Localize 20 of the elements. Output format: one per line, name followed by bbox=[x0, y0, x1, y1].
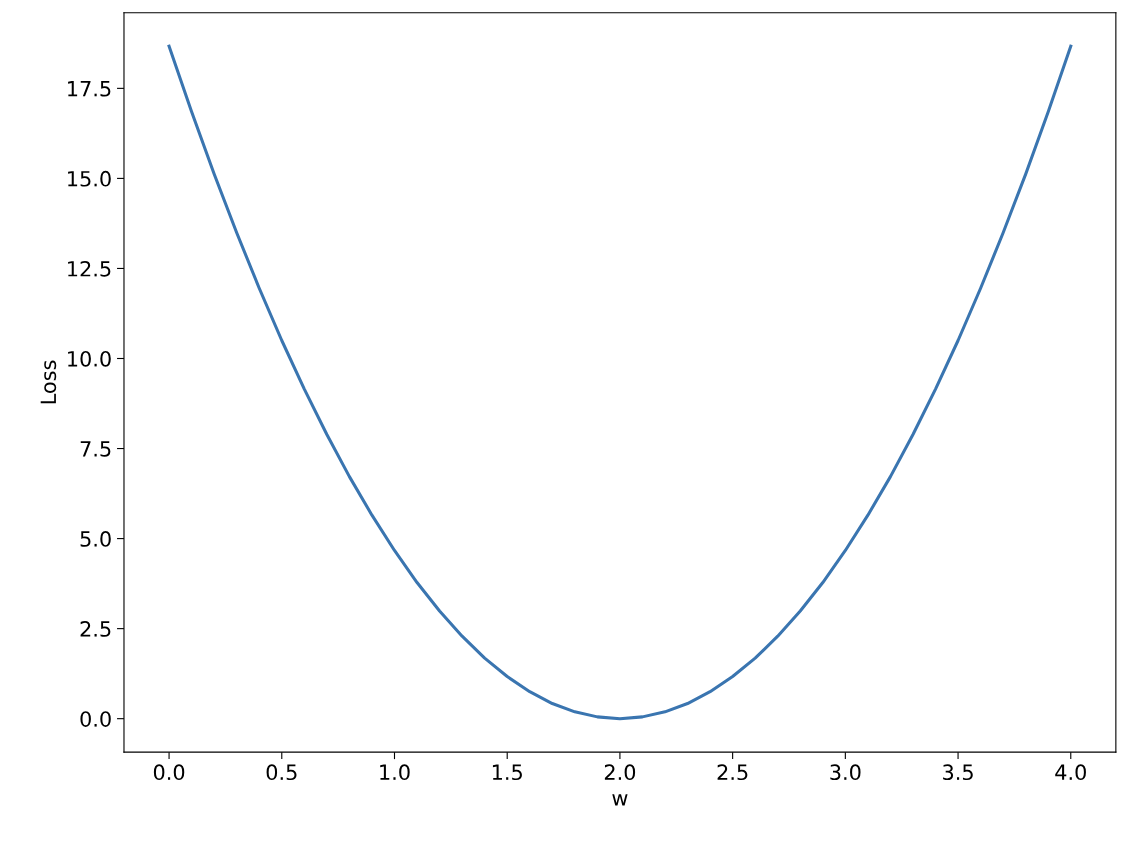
x-tick-label: 0.0 bbox=[153, 764, 185, 781]
x-tick-label: 0.5 bbox=[266, 764, 297, 781]
y-tick-label: 12.5 bbox=[68, 260, 111, 277]
x-tick-label: 2.5 bbox=[717, 764, 748, 781]
y-tick-label: 0.0 bbox=[80, 711, 111, 727]
x-tick-label: 3.5 bbox=[943, 764, 973, 781]
x-tick-label: 3.0 bbox=[830, 764, 861, 781]
y-tick-label: 5.0 bbox=[80, 531, 111, 547]
x-axis-title: w bbox=[612, 794, 628, 806]
x-tick-label: 1.0 bbox=[380, 764, 410, 781]
y-tick-label: 10.0 bbox=[68, 350, 111, 367]
x-tick-label: 4.0 bbox=[1055, 764, 1086, 781]
y-axis-title: Loss bbox=[40, 360, 57, 404]
x-tick-label: 2.0 bbox=[604, 764, 636, 781]
y-tick-label: 15.0 bbox=[68, 170, 111, 187]
y-tick-label: 17.5 bbox=[68, 81, 111, 97]
x-tick-label: 1.5 bbox=[492, 764, 522, 781]
line-series bbox=[167, 44, 1073, 721]
y-tick-label: 7.5 bbox=[80, 441, 111, 457]
y-tick-label: 2.5 bbox=[80, 621, 111, 637]
